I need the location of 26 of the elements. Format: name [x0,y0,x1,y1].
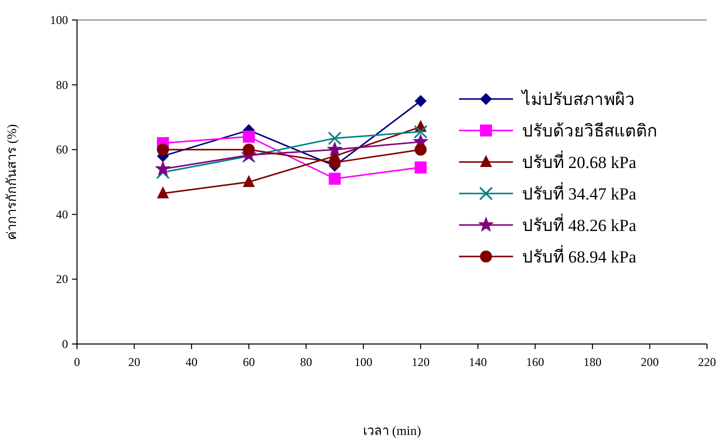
legend-label: ปรับที่ 34.47 kPa [522,182,637,204]
x-tick-label: 120 [412,355,430,369]
x-tick-label: 60 [242,355,255,369]
x-tick-label: 160 [526,355,544,369]
y-tick-label: 0 [62,337,68,351]
y-tick-label: 40 [56,207,68,222]
y-tick-label: 20 [56,272,68,286]
x-tick-label: 100 [354,355,372,369]
x-tick-label: 180 [583,355,602,369]
x-tick-label: 80 [300,355,312,369]
x-tick-label: 200 [640,355,659,369]
legend-label: ปรับด้วยวิธีสแตติก [522,122,657,140]
legend-label: ไม่ปรับสภาพผิว [520,89,635,109]
x-tick-label: 140 [468,355,487,369]
y-tick-label: 100 [50,13,68,27]
x-tick-label: 220 [698,355,716,369]
x-axis-title: เวลา (min) [362,423,422,438]
x-tick-label: 20 [128,355,140,369]
y-tick-label: 60 [56,142,68,157]
legend-label: ปรับที่ 48.26 kPa [522,213,637,235]
legend-label: ปรับที่ 68.94 kPa [522,244,637,266]
y-axis-title: ค่าการกักกันสาร (%) [4,124,19,240]
legend-label: ปรับที่ 20.68 kPa [522,150,637,172]
y-tick-label: 80 [56,78,68,92]
x-tick-label: 40 [186,355,198,369]
x-tick-label: 0 [74,355,80,369]
